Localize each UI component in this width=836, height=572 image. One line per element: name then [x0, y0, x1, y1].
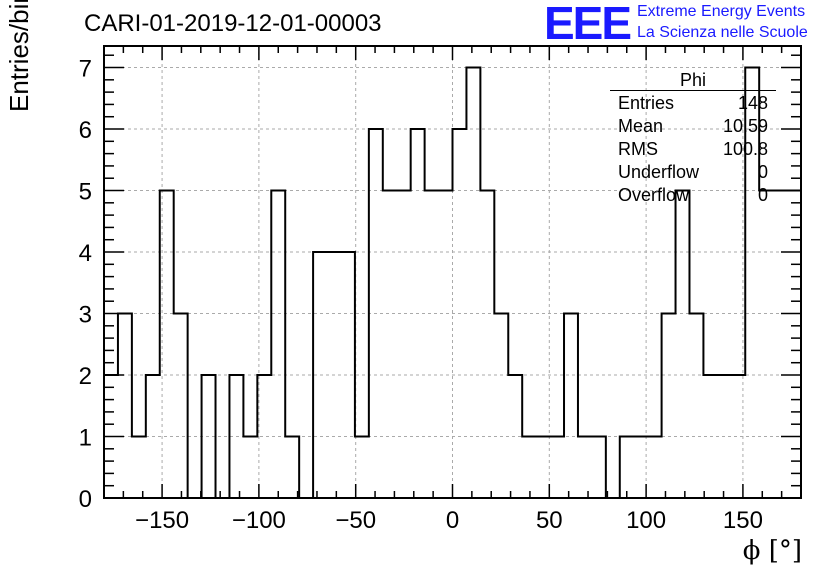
x-tick-label: 100	[626, 507, 666, 534]
histogram-outline	[103, 66, 802, 499]
x-tick-label: 0	[446, 507, 459, 534]
stats-key: Underflow	[618, 162, 700, 182]
stats-key: Overflow	[618, 185, 690, 205]
y-tick-label: 4	[79, 240, 92, 267]
stats-key: Entries	[618, 93, 675, 113]
y-tick-label: 6	[79, 117, 92, 144]
stats-value: 10.59	[722, 116, 768, 136]
stats-value: 100.8	[722, 139, 768, 159]
axis-ticks	[103, 46, 802, 499]
logo-line-2: La Scienza nelle Scuole	[637, 24, 808, 41]
x-tick-label: −50	[335, 507, 376, 534]
stats-value: 0	[757, 185, 768, 205]
stats-value: 0	[757, 162, 768, 182]
y-axis-label: Entries/bin	[4, 0, 34, 112]
y-tick-label: 2	[79, 363, 92, 390]
stats-title: Phi	[610, 70, 776, 91]
x-tick-label: 50	[536, 507, 563, 534]
y-tick-label: 0	[79, 486, 92, 513]
stats-row-mean: Mean 10.59	[618, 116, 768, 139]
eee-logo: EEE	[544, 0, 632, 49]
stats-key: Mean	[618, 116, 664, 136]
logo-line-1: Extreme Energy Events	[637, 3, 806, 20]
x-tick-label: 150	[723, 507, 763, 534]
y-tick-label: 3	[79, 302, 92, 329]
y-tick-label: 5	[79, 179, 92, 206]
chart-title: CARI-01-2019-12-01-00003	[84, 10, 382, 37]
x-tick-label: −150	[135, 507, 189, 534]
stats-row-entries: Entries 148	[618, 93, 768, 116]
stats-key: RMS	[618, 139, 658, 159]
y-tick-label: 7	[79, 56, 92, 83]
x-tick-label: −100	[232, 507, 286, 534]
stats-box: Phi Entries 148 Mean 10.59 RMS 100.8 Und…	[610, 70, 776, 206]
stats-row-underflow: Underflow 0	[618, 162, 768, 185]
y-tick-label: 1	[79, 425, 92, 452]
tick-labels: −150 −100 −50 0 50 100 150 0 1 2 3 4 5 6 7	[79, 56, 763, 534]
stats-value: 148	[737, 93, 768, 113]
stats-row-overflow: Overflow 0	[618, 185, 768, 208]
stats-row-rms: RMS 100.8	[618, 139, 768, 162]
x-axis-label: ϕ [°]	[742, 536, 802, 566]
